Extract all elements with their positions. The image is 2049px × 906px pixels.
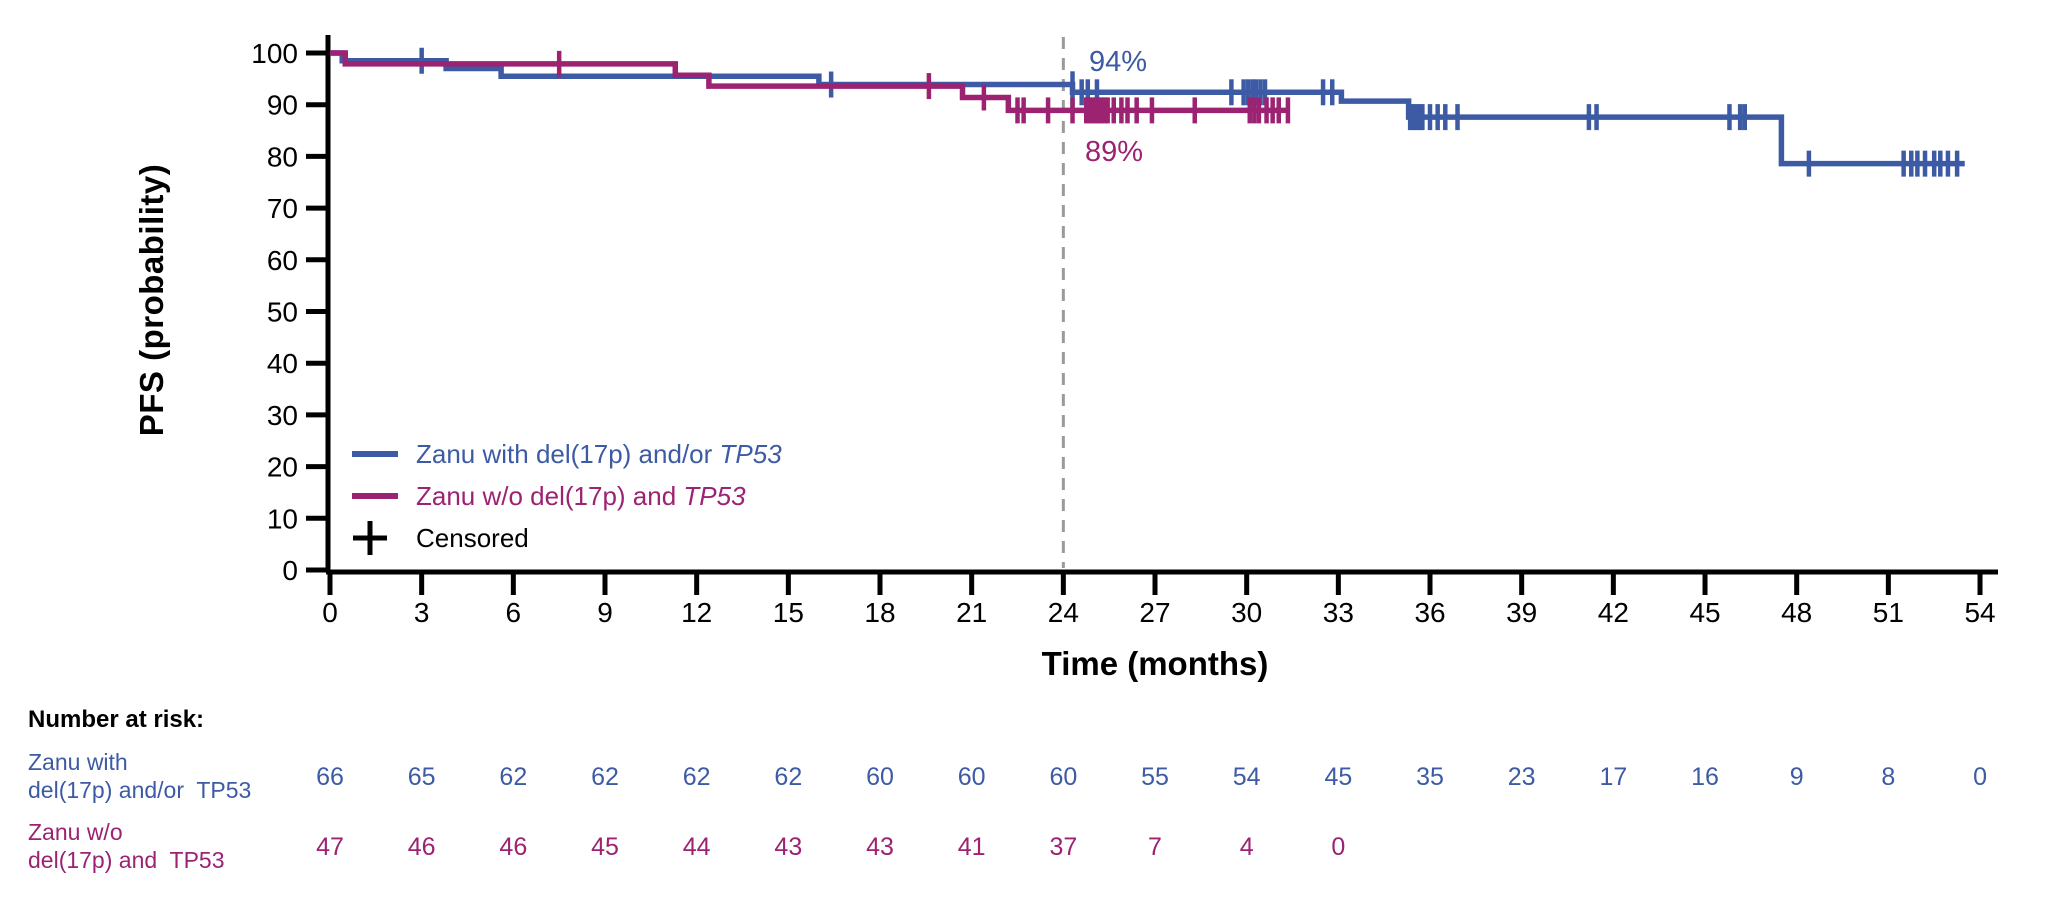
risk-count: 47 <box>316 833 344 861</box>
x-tick-label: 18 <box>864 597 895 628</box>
blue-line-swatch <box>352 451 398 457</box>
risk-count: 43 <box>774 833 803 861</box>
x-tick-label: 54 <box>1964 597 1995 628</box>
censored-plus-icon <box>352 519 398 557</box>
legend-item-blue: Zanu with del(17p) and/or TP53 <box>352 433 782 475</box>
annotation-blue-24mo: 94% <box>1088 46 1148 78</box>
risk-count: 60 <box>957 763 986 791</box>
risk-count: 45 <box>1324 763 1353 791</box>
risk-count: 62 <box>499 763 528 791</box>
risk-row-label-purple-line1: Zanu w/o <box>28 819 123 845</box>
x-tick-label: 9 <box>597 597 613 628</box>
x-tick-label: 42 <box>1598 597 1629 628</box>
risk-count: 8 <box>1881 763 1896 791</box>
legend-item-censored: Censored <box>352 517 782 559</box>
x-tick-label: 39 <box>1506 597 1537 628</box>
x-tick-label: 12 <box>681 597 712 628</box>
risk-count: 62 <box>591 763 619 791</box>
km-curve-purple <box>330 50 1290 114</box>
x-tick-label: 24 <box>1048 597 1079 628</box>
legend-label-purple-gene: TP53 <box>683 480 746 511</box>
x-tick-label: 6 <box>506 597 522 628</box>
purple-line-swatch <box>352 493 398 499</box>
x-axis-title: Time (months) <box>1041 645 1269 682</box>
x-tick-label: 33 <box>1323 597 1354 628</box>
y-tick-label: 50 <box>267 297 298 328</box>
legend-label-purple: Zanu w/o del(17p) and TP53 <box>416 481 746 512</box>
x-tick-label: 45 <box>1689 597 1720 628</box>
risk-row-label-blue: Zanu with del(17p) and/or TP53 <box>28 748 251 804</box>
risk-count: 41 <box>957 833 986 861</box>
legend-label-censored: Censored <box>416 522 529 553</box>
x-tick-label: 51 <box>1873 597 1904 628</box>
risk-row-label-purple-line2: del(17p) and TP53 <box>28 847 225 873</box>
x-tick-label: 36 <box>1414 597 1445 628</box>
x-tick-label: 48 <box>1781 597 1812 628</box>
risk-count: 9 <box>1789 763 1804 791</box>
x-tick-label: 3 <box>414 597 430 628</box>
risk-count: 37 <box>1049 833 1078 861</box>
legend-item-purple: Zanu w/o del(17p) and TP53 <box>352 475 782 517</box>
risk-count: 0 <box>1331 833 1346 861</box>
risk-count: 17 <box>1599 763 1628 791</box>
y-axis-title: PFS (probability) <box>133 163 170 437</box>
risk-count: 0 <box>1973 763 1987 791</box>
legend-label-blue-gene: TP53 <box>719 438 782 469</box>
legend: Zanu with del(17p) and/or TP53 Zanu w/o … <box>352 433 782 559</box>
risk-count: 43 <box>866 833 894 861</box>
risk-count: 60 <box>866 763 894 791</box>
y-tick-label: 70 <box>267 193 298 224</box>
y-tick-label: 80 <box>267 141 298 172</box>
x-tick-label: 21 <box>956 597 987 628</box>
y-tick-label: 0 <box>282 555 298 586</box>
y-tick-label: 40 <box>267 348 298 379</box>
risk-row-label-purple: Zanu w/o del(17p) and TP53 <box>28 818 225 874</box>
risk-count: 16 <box>1691 763 1719 791</box>
y-tick-label: 100 <box>251 38 298 69</box>
risk-row-label-blue-line1: Zanu with <box>28 749 128 775</box>
legend-label-blue: Zanu with del(17p) and/or TP53 <box>416 439 782 470</box>
risk-count: 55 <box>1141 763 1169 791</box>
risk-count: 45 <box>591 833 619 861</box>
x-tick-label: 30 <box>1231 597 1262 628</box>
risk-row-label-blue-line2: del(17p) and/or TP53 <box>28 777 252 803</box>
y-tick-label: 60 <box>267 245 298 276</box>
x-tick-label: 15 <box>773 597 804 628</box>
x-tick-label: 27 <box>1139 597 1170 628</box>
risk-count: 62 <box>774 763 803 791</box>
risk-count: 62 <box>682 763 711 791</box>
risk-count: 65 <box>407 763 436 791</box>
risk-count: 66 <box>316 763 344 791</box>
y-tick-label: 90 <box>267 90 298 121</box>
legend-label-purple-text: Zanu w/o del(17p) and <box>416 480 684 511</box>
risk-count: 54 <box>1232 763 1261 791</box>
risk-count: 46 <box>499 833 528 861</box>
risk-table-title: Number at risk: <box>28 706 205 733</box>
risk-count: 46 <box>407 833 436 861</box>
risk-count: 7 <box>1148 833 1162 861</box>
y-tick-label: 30 <box>267 400 298 431</box>
risk-count: 4 <box>1239 833 1254 861</box>
risk-count: 35 <box>1416 763 1444 791</box>
legend-label-blue-text: Zanu with del(17p) and/or <box>416 438 720 469</box>
risk-count: 23 <box>1507 763 1536 791</box>
annotation-purple-24mo: 89% <box>1084 136 1144 168</box>
x-tick-label: 0 <box>322 597 338 628</box>
y-tick-label: 20 <box>267 452 298 483</box>
risk-count: 60 <box>1049 763 1078 791</box>
y-tick-label: 10 <box>267 503 298 534</box>
risk-count: 44 <box>682 833 711 861</box>
